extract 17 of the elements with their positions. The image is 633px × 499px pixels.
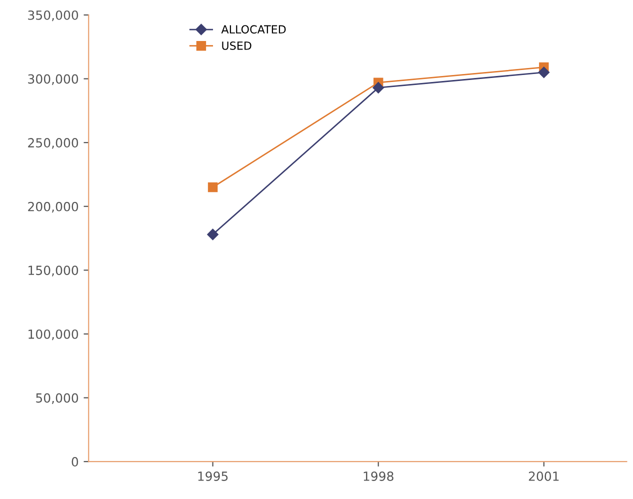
y-tick-label: 0 bbox=[72, 457, 78, 466]
y-tick-label: 100,000 bbox=[28, 329, 78, 340]
y-tick-label: 50,000 bbox=[36, 393, 78, 404]
legend-label: ALLOCATED bbox=[221, 25, 286, 34]
point bbox=[538, 66, 550, 78]
x-tick-label: 1998 bbox=[364, 472, 394, 481]
point bbox=[208, 182, 218, 192]
legend-label: USED bbox=[222, 41, 252, 50]
y-tick-label: 350,000 bbox=[28, 10, 78, 22]
y-tick-label: 250,000 bbox=[28, 138, 78, 149]
point bbox=[372, 82, 384, 94]
y-tick-label: 200,000 bbox=[28, 202, 78, 213]
x-tick-label: 2001 bbox=[528, 472, 559, 481]
y-tick-label: 300,000 bbox=[28, 74, 78, 85]
point bbox=[207, 228, 218, 240]
x-tick-label: 1995 bbox=[198, 472, 228, 481]
y-tick-label: 150,000 bbox=[28, 266, 78, 276]
